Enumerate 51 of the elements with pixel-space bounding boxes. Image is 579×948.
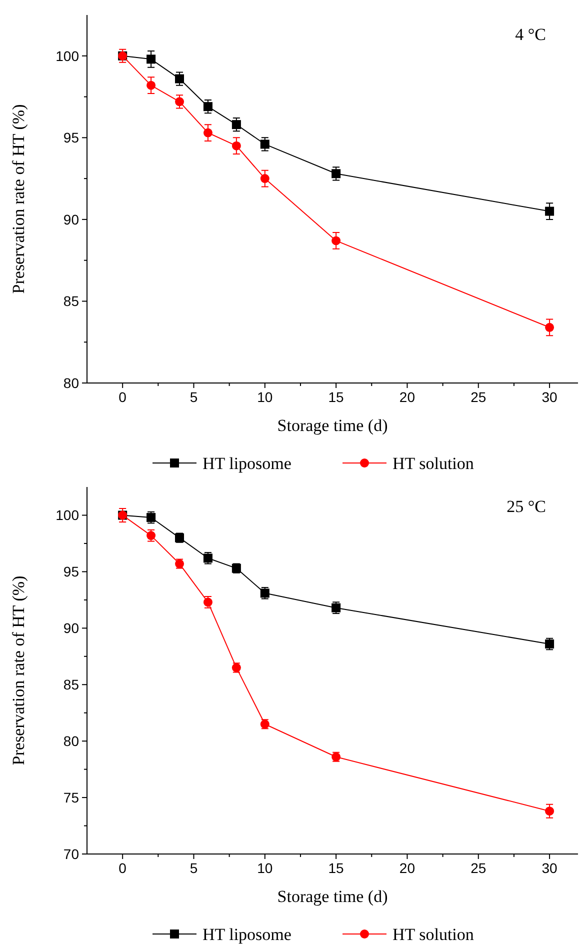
x-tick-label: 30	[542, 860, 558, 876]
x-tick-label: 10	[257, 860, 273, 876]
y-tick-label: 85	[63, 293, 80, 310]
y-axis-title: Preservation rate of HT (%)	[9, 576, 28, 766]
x-tick-label: 10	[257, 389, 273, 405]
legend-label: HT liposome	[202, 454, 292, 473]
point	[260, 140, 270, 149]
y-tick-label: 95	[63, 130, 80, 146]
y-tick-label: 100	[56, 48, 80, 64]
x-tick-label: 15	[328, 389, 344, 405]
x-axis-title: Storage time (d)	[277, 416, 388, 435]
x-tick-label: 30	[542, 389, 558, 405]
annotation: 4 °C	[515, 25, 546, 44]
y-tick-label: 80	[63, 375, 80, 391]
x-tick-label: 25	[470, 389, 486, 405]
legend-label: HT solution	[392, 454, 474, 473]
point	[175, 97, 184, 106]
point	[203, 128, 212, 138]
y-tick-label: 70	[63, 846, 80, 862]
point	[146, 80, 156, 90]
y-tick-label: 85	[63, 676, 80, 693]
y-tick-label: 80	[63, 733, 80, 750]
legend-label: HT solution	[392, 925, 474, 944]
x-axis-title: Storage time (d)	[277, 887, 388, 906]
point	[175, 74, 184, 84]
y-tick-label: 75	[63, 790, 80, 806]
y-tick-label: 100	[56, 507, 80, 524]
point	[146, 54, 156, 64]
x-tick-label: 0	[118, 389, 127, 405]
point	[332, 169, 341, 178]
x-tick-label: 25	[470, 860, 486, 876]
x-tick-label: 0	[118, 860, 127, 876]
y-axis-title: Preservation rate of HT (%)	[9, 104, 28, 294]
point	[332, 236, 341, 246]
y-tick-label: 95	[63, 564, 80, 580]
x-tick-label: 20	[399, 860, 416, 876]
point	[545, 806, 554, 816]
y-tick-label: 90	[63, 620, 80, 636]
legend-label: HT liposome	[202, 925, 292, 944]
annotation: 25 °C	[506, 497, 546, 516]
y-tick-label: 90	[63, 211, 80, 228]
x-tick-label: 20	[399, 389, 416, 405]
x-tick-label: 15	[328, 860, 344, 876]
point	[232, 141, 241, 150]
point	[260, 174, 270, 184]
point	[545, 322, 554, 332]
x-tick-label: 5	[190, 860, 198, 876]
x-tick-label: 5	[190, 389, 198, 405]
point	[545, 206, 554, 216]
point	[203, 102, 212, 112]
point	[232, 120, 241, 130]
